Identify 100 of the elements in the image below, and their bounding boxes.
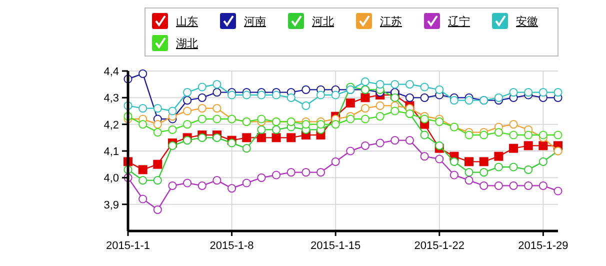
point [464, 96, 474, 105]
point [212, 114, 222, 124]
point [138, 165, 148, 174]
point [302, 85, 310, 94]
point [509, 162, 518, 172]
y-tick-label: 3,9 [104, 199, 119, 212]
point [494, 93, 503, 102]
point [494, 162, 503, 172]
point [212, 176, 222, 185]
point [138, 69, 148, 78]
point [509, 181, 518, 190]
x-tick-label: 2015-1-8 [210, 240, 254, 252]
point [138, 176, 148, 185]
point [405, 93, 414, 102]
point [509, 144, 518, 153]
point [405, 136, 414, 145]
point [257, 125, 266, 134]
point [524, 141, 533, 150]
point [450, 170, 459, 180]
point [376, 101, 384, 110]
point [450, 157, 459, 166]
point [435, 85, 444, 94]
y-tick-label: 4,3 [104, 92, 119, 105]
point [346, 114, 355, 124]
point [554, 186, 562, 196]
point [227, 184, 236, 193]
point [538, 141, 548, 150]
point [316, 120, 326, 129]
legend-label: 河南 [244, 15, 266, 28]
point [257, 114, 266, 124]
point [538, 157, 548, 166]
point [302, 101, 310, 110]
point [286, 168, 296, 177]
point [153, 205, 162, 214]
point [286, 133, 296, 142]
point [464, 168, 474, 177]
point [242, 144, 251, 153]
point [138, 120, 148, 129]
point [435, 141, 444, 150]
point [256, 133, 266, 142]
point [479, 157, 488, 166]
point [183, 136, 192, 145]
point [331, 120, 340, 129]
point [302, 168, 310, 177]
point [212, 104, 222, 113]
point [153, 120, 162, 129]
point [420, 130, 429, 140]
point [316, 168, 326, 177]
point [420, 93, 429, 102]
point [198, 181, 206, 190]
point [272, 125, 281, 134]
point [480, 168, 488, 177]
point [138, 194, 148, 204]
legend-label: 安徽 [516, 15, 538, 28]
point [153, 104, 162, 113]
point [494, 128, 503, 137]
point [272, 133, 281, 142]
point [494, 152, 504, 161]
point [346, 98, 355, 108]
point [538, 130, 548, 140]
point [286, 93, 296, 102]
point [376, 80, 384, 89]
point [183, 178, 192, 188]
point [331, 157, 340, 166]
point [390, 93, 400, 102]
point [138, 104, 148, 113]
y-tick-label: 4,2 [104, 119, 119, 132]
point [331, 90, 340, 100]
point [257, 173, 266, 182]
point [257, 90, 266, 100]
x-tick-label: 2015-1-1 [106, 240, 150, 252]
point [360, 114, 370, 124]
point [302, 120, 310, 129]
point [376, 112, 384, 121]
legend-label: 辽宁 [448, 15, 470, 28]
point [346, 146, 355, 156]
point [480, 130, 488, 140]
point [390, 80, 400, 89]
point [227, 90, 236, 100]
x-tick-label: 2015-1-29 [518, 240, 568, 252]
point [524, 165, 533, 174]
point [183, 96, 192, 105]
point [360, 104, 370, 113]
point [420, 82, 429, 92]
legend-label: 河北 [312, 15, 334, 28]
point [494, 181, 503, 190]
point [198, 93, 206, 102]
y-tick-label: 4,4 [104, 66, 119, 78]
point [316, 90, 326, 100]
point [153, 160, 162, 169]
point [198, 133, 206, 142]
point [198, 82, 206, 92]
point [435, 154, 444, 164]
point [242, 90, 251, 100]
point [242, 178, 251, 188]
point [198, 114, 206, 124]
point [272, 90, 281, 100]
point [227, 138, 236, 148]
point [390, 136, 400, 145]
point [524, 181, 533, 190]
